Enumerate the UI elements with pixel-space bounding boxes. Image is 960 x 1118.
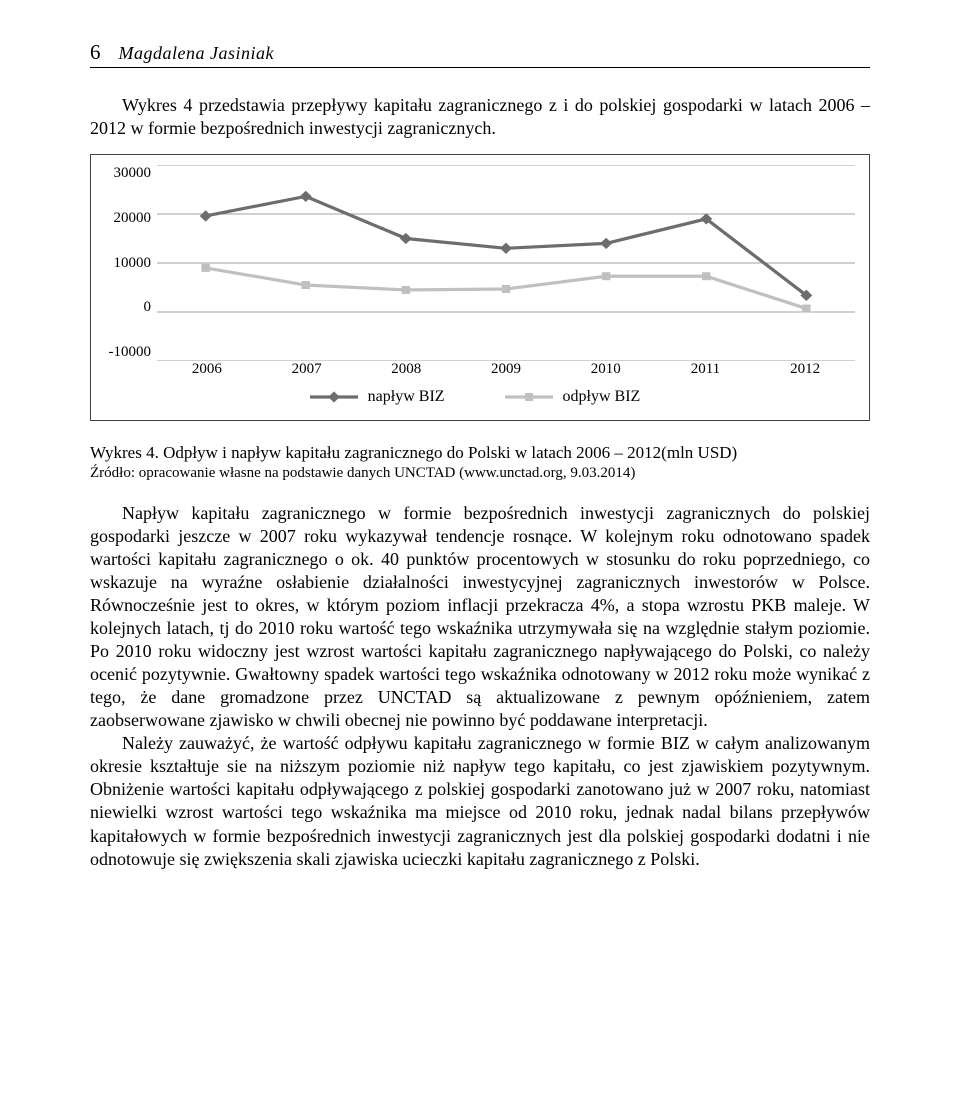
x-tick-label: 2010 xyxy=(556,361,656,378)
y-tick-label: 0 xyxy=(95,299,151,316)
legend-label: napływ BIZ xyxy=(368,388,445,406)
chart-container: 30000 20000 10000 0 -10000 2006 2007 200… xyxy=(90,154,870,421)
y-tick-label: 20000 xyxy=(95,210,151,227)
y-tick-label: -10000 xyxy=(95,344,151,361)
x-tick-label: 2009 xyxy=(456,361,556,378)
body-paragraph: Napływ kapitału zagranicznego w formie b… xyxy=(90,502,870,732)
y-tick-label: 30000 xyxy=(95,165,151,182)
x-tick-label: 2011 xyxy=(656,361,756,378)
chart-y-axis-labels: 30000 20000 10000 0 -10000 xyxy=(95,165,157,361)
chart-legend: napływ BIZ odpływ BIZ xyxy=(95,378,855,410)
chart-plot xyxy=(157,165,855,361)
chart-x-axis-labels: 2006 2007 2008 2009 2010 2011 2012 xyxy=(157,361,855,378)
author-name: Magdalena Jasiniak xyxy=(119,43,274,64)
page-number: 6 xyxy=(90,40,101,65)
x-tick-label: 2007 xyxy=(257,361,357,378)
legend-swatch-outflow xyxy=(505,390,553,404)
x-tick-label: 2012 xyxy=(755,361,855,378)
body-paragraph: Należy zauważyć, że wartość odpływu kapi… xyxy=(90,732,870,870)
legend-item-outflow: odpływ BIZ xyxy=(505,388,641,406)
x-tick-label: 2008 xyxy=(356,361,456,378)
y-tick-label: 10000 xyxy=(95,255,151,272)
legend-item-inflow: napływ BIZ xyxy=(310,388,445,406)
page-header: 6 Magdalena Jasiniak xyxy=(90,40,870,68)
x-tick-label: 2006 xyxy=(157,361,257,378)
chart-caption-source: Źródło: opracowanie własne na podstawie … xyxy=(90,465,870,482)
chart-caption-title: Wykres 4. Odpływ i napływ kapitału zagra… xyxy=(90,443,870,463)
legend-label: odpływ BIZ xyxy=(563,388,641,406)
intro-paragraph: Wykres 4 przedstawia przepływy kapitału … xyxy=(90,94,870,140)
legend-swatch-inflow xyxy=(310,390,358,404)
